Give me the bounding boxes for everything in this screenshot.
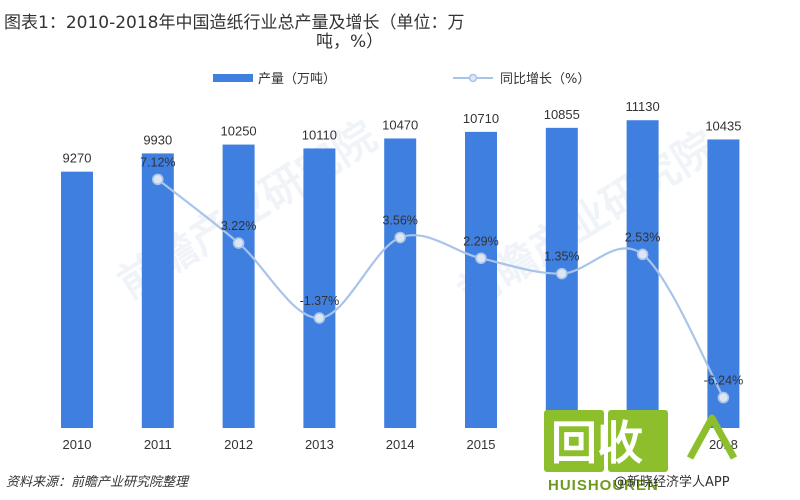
bar-2015 (465, 131, 497, 428)
growth-point-2014 (394, 231, 407, 244)
watermark-square-1 (544, 410, 604, 472)
growth-point-2011 (152, 173, 164, 186)
bar-2013 (303, 148, 336, 428)
growth-value-label-2014: 3.56% (382, 214, 417, 228)
bar-value-label-2018: 10435 (705, 118, 741, 133)
growth-value-label-2015: 2.29% (463, 234, 498, 248)
bar-2011 (141, 153, 174, 428)
bar-2014 (384, 138, 417, 428)
bar-value-label-2010: 9270 (63, 151, 92, 166)
growth-value-label-2012: 3.22% (221, 219, 256, 233)
app-credit: @新晓经济学人APP (614, 474, 730, 490)
bar-2012 (222, 144, 255, 428)
bar-labels-layer: 9270 9930 10250 10110 10470 10710 10855 11130 10… (63, 99, 742, 165)
x-tick-2012: 2012 (224, 437, 253, 452)
bar-value-label-2012: 10250 (221, 124, 257, 139)
x-tick-2013: 2013 (305, 437, 334, 452)
bars-layer (61, 120, 740, 428)
bar-value-label-2014: 10470 (382, 117, 418, 132)
legend-line-marker (468, 73, 478, 83)
watermark-small-text: HUISHOUREN (548, 477, 659, 494)
growth-point-2017 (636, 248, 649, 261)
chart-title-line1: 图表1：2010-2018年中国造纸行业总产量及增长（单位：万 (4, 13, 464, 33)
growth-value-label-2013: -1.37% (300, 294, 340, 308)
bar-2010 (61, 171, 93, 428)
growth-point-2018 (717, 391, 730, 404)
growth-point-2015 (475, 252, 487, 265)
x-tick-2011: 2011 (144, 437, 172, 452)
source-note: 资料来源：前瞻产业研究院整理 (6, 474, 190, 490)
growth-point-2012 (232, 237, 245, 249)
bar-value-label-2016: 10855 (544, 107, 580, 122)
bar-2018 (707, 139, 740, 428)
bar-2017 (626, 120, 659, 428)
x-tick-2015: 2015 (467, 437, 496, 452)
growth-point-2016 (555, 267, 568, 280)
bar-value-label-2011: 9930 (143, 132, 172, 147)
growth-value-label-2018: -6.24% (704, 374, 744, 388)
legend-bar-swatch (213, 74, 253, 82)
watermark-square-2 (608, 410, 668, 472)
chart-title-line2: 吨，%） (316, 32, 383, 52)
growth-point-2013 (313, 312, 326, 324)
growth-value-label-2016: 1.35% (544, 250, 579, 264)
bar-value-label-2017: 11130 (625, 99, 659, 114)
growth-value-label-2017: 2.53% (625, 230, 660, 244)
growth-line-layer: 7.12% 3.22% -1.37% 3.56% 2.29% 1.35% 2.53% -6.2… (140, 155, 744, 404)
legend-line-label: 同比增长（%） (500, 72, 590, 87)
huishouren-watermark: 回收 HUISHOUREN (544, 410, 738, 494)
x-tick-2010: 2010 (63, 437, 92, 452)
growth-value-label-2011: 7.12% (140, 155, 175, 169)
legend: 产量（万吨） 同比增长（%） (213, 72, 590, 87)
watermark-big-text: 回收 (551, 416, 643, 470)
bar-value-label-2015: 10710 (463, 111, 499, 126)
watermark-arrow-icon (686, 414, 738, 460)
legend-bar-label: 产量（万吨） (258, 72, 336, 87)
x-tick-2014: 2014 (386, 437, 415, 452)
bar-value-label-2013: 10110 (302, 127, 337, 142)
